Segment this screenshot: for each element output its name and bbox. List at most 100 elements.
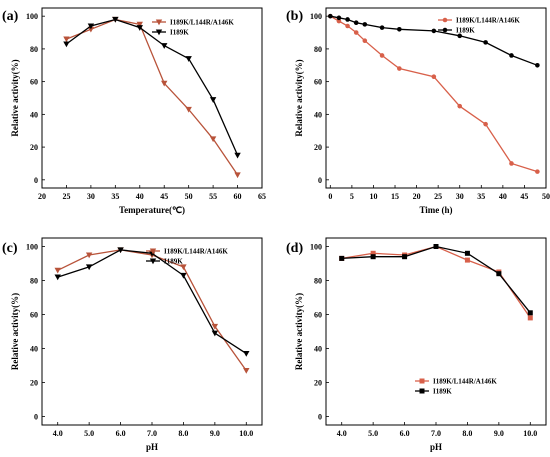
x-tick-label: 4.0 (53, 429, 63, 438)
y-tick-label: 0 (318, 413, 322, 422)
y-tick-label: 0 (318, 176, 322, 185)
data-point (339, 255, 345, 261)
data-point (509, 161, 514, 166)
data-point (209, 136, 217, 143)
y-tick-label: 60 (314, 311, 322, 320)
series-line (57, 249, 247, 355)
legend-swatch-marker (442, 17, 448, 23)
data-point (243, 351, 250, 357)
legend-label: I189K/L144R/A146K (164, 248, 228, 256)
y-tick-label: 60 (30, 311, 38, 320)
x-tick-label: 25 (434, 192, 442, 201)
x-tick-label: 50 (185, 192, 193, 201)
data-point (136, 25, 143, 31)
legend-label: I189K/L144R/A146K (170, 19, 234, 27)
data-point (483, 40, 488, 45)
data-point (397, 66, 402, 71)
data-point (185, 106, 192, 113)
x-axis-title: pH (430, 442, 442, 452)
data-point (136, 21, 143, 28)
x-tick-label: 40 (136, 192, 144, 201)
x-tick-label: 20 (413, 192, 421, 201)
x-tick-label: 8.0 (178, 429, 188, 438)
x-tick-label: 4.0 (337, 429, 347, 438)
legend-swatch-marker (155, 19, 163, 26)
x-axis-title: Time (h) (419, 205, 452, 215)
data-point (345, 23, 350, 29)
y-tick-label: 100 (310, 243, 322, 252)
y-tick-label: 60 (30, 78, 38, 87)
series-1 (328, 13, 540, 174)
chart-panel-3: (c) 4.0 5.0 6.0 7.0 8.0 9.0 10.0 0 20 40 60 80 100 pH R… (2, 237, 263, 452)
y-tick-label: 100 (310, 12, 322, 21)
series-line (341, 245, 531, 314)
x-tick-label: 6.0 (400, 429, 410, 438)
series-2 (54, 247, 250, 357)
data-point (87, 26, 95, 33)
data-point (457, 33, 463, 39)
data-point (161, 43, 168, 49)
plot-frame (325, 237, 547, 426)
data-point (85, 264, 93, 271)
plot-frame (41, 7, 263, 189)
data-point (535, 169, 540, 174)
legend-swatch-marker (155, 29, 163, 36)
series-line (66, 18, 239, 156)
x-tick-label: 50 (542, 192, 550, 201)
series-1 (339, 244, 533, 321)
data-point (54, 267, 61, 274)
y-tick-label: 60 (314, 78, 322, 87)
plot-frame (325, 7, 547, 189)
data-point (509, 53, 514, 58)
data-point (353, 20, 359, 26)
data-point (402, 254, 408, 260)
y-tick-label: 20 (314, 143, 322, 152)
data-point (54, 274, 61, 281)
chart-panel-2: (b) 0 5 10 15 20 25 30 35 40 45 50 0 20 40 60 80 100 Time … (286, 7, 550, 215)
x-tick-label: 7.0 (431, 429, 441, 438)
x-axis-title: Temperature(℃) (119, 205, 185, 215)
y-axis-title: Relative activity(%) (294, 59, 304, 136)
series-line (66, 18, 239, 176)
data-point (464, 257, 470, 263)
y-tick-label: 80 (30, 277, 38, 286)
data-point (336, 15, 342, 21)
legend-label: I189K (433, 388, 452, 396)
data-point (185, 56, 192, 62)
legend-label: I189K/L144R/A146K (433, 378, 497, 386)
x-tick-label: 6.0 (116, 429, 126, 438)
series-2 (63, 16, 241, 159)
data-point (117, 247, 124, 254)
x-tick-label: 65 (258, 192, 266, 201)
panel-label: (b) (286, 9, 303, 24)
legend: I189K/L144R/A146K I189K (438, 17, 520, 35)
x-tick-label: 20 (38, 192, 46, 201)
data-point (112, 16, 119, 23)
data-point (328, 13, 333, 19)
data-point (161, 80, 168, 87)
y-tick-label: 40 (30, 110, 38, 119)
series-1 (54, 247, 250, 374)
x-tick-label: 9.0 (494, 429, 504, 438)
data-point (180, 264, 187, 271)
data-point (209, 97, 217, 103)
x-tick-label: 35 (477, 192, 485, 201)
data-point (362, 38, 368, 44)
chart-panel-1: (a)20 25 30 35 40 45 50 55 60 65020406080100Tempe… (2, 7, 266, 215)
x-tick-label: 25 (62, 192, 70, 201)
data-point (63, 36, 70, 43)
x-tick-label: 0 (328, 192, 332, 201)
data-point (211, 323, 219, 330)
y-tick-label: 80 (314, 45, 322, 54)
data-point (180, 272, 187, 279)
panel-label: (a) (2, 9, 19, 24)
legend: I189K/L144R/A146K I189K (152, 19, 234, 37)
legend-label: I189K/L144R/A146K (456, 17, 520, 25)
data-point (63, 41, 70, 48)
data-point (433, 244, 439, 249)
legend-label: I189K (456, 27, 475, 35)
chart-panel-4: (d) 4.0 5.0 6.0 7.0 8.0 9.0 10.0 0 20 40 60 80 100 pH R… (286, 237, 547, 452)
data-point (527, 310, 533, 316)
x-tick-label: 10 (369, 192, 377, 201)
data-point (379, 25, 385, 30)
